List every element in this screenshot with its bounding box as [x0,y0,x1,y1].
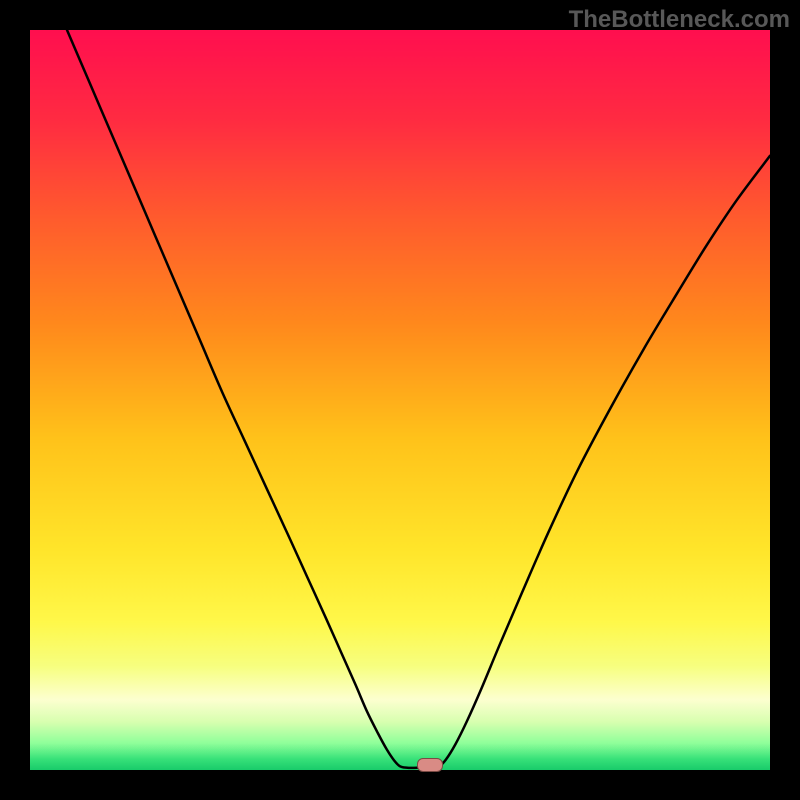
chart-stage: TheBottleneck.com [0,0,800,800]
plot-area [30,30,770,770]
watermark-text: TheBottleneck.com [569,6,790,34]
bottleneck-curve [67,30,770,768]
optimum-marker [417,758,443,772]
curve-overlay [30,30,770,770]
